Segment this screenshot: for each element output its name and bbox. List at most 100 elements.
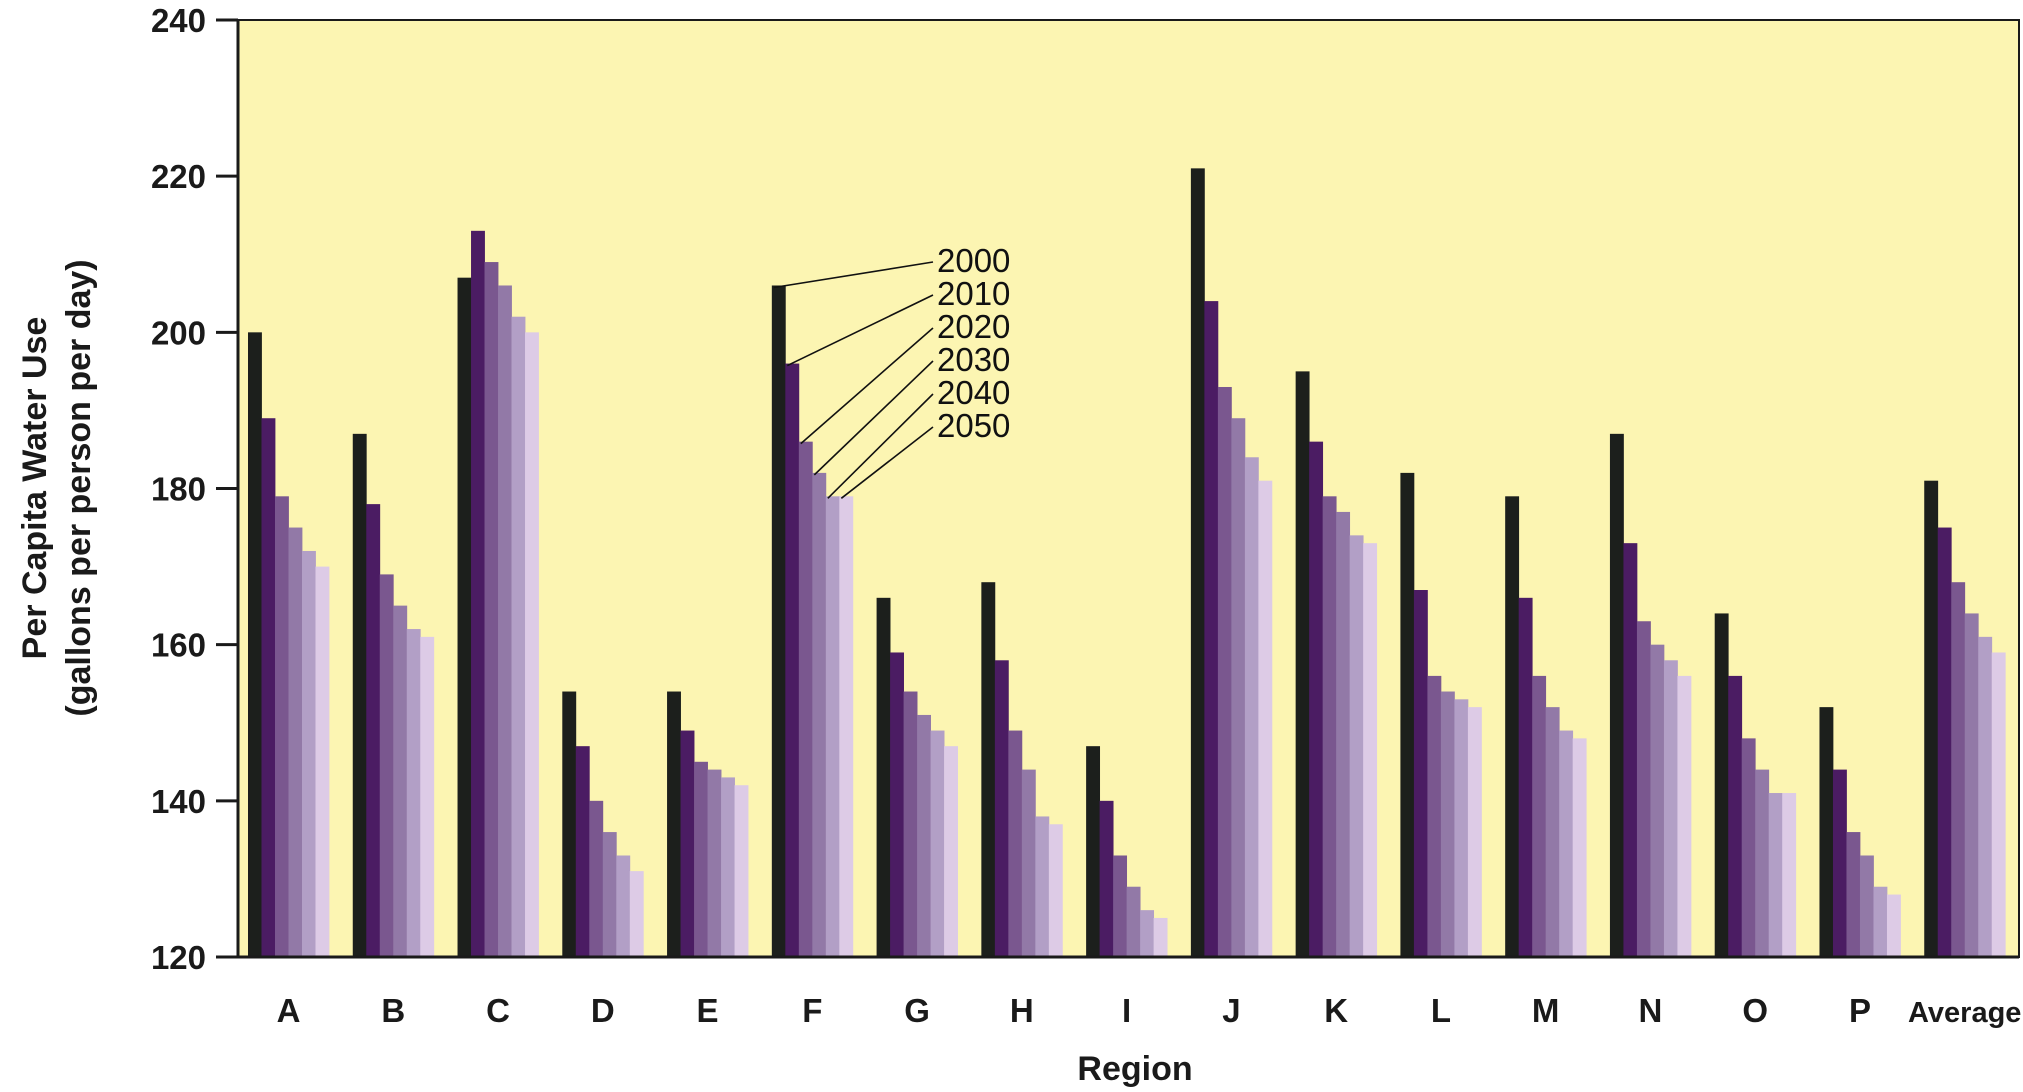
series-leader-line <box>786 294 934 367</box>
bar-l-2040 <box>1454 699 1469 957</box>
bar-a-2040 <box>302 550 316 957</box>
x-axis-title: Region <box>1077 1050 1192 1088</box>
y-axis-ticks: 120 140 160 180 200 220 240 <box>151 2 238 976</box>
bar-e-2000 <box>667 691 681 957</box>
bar-average-2050 <box>1991 652 2006 957</box>
bar-l-2000 <box>1400 472 1415 957</box>
bar-average-2020 <box>1951 582 1966 957</box>
bar-f-2050 <box>839 496 854 957</box>
bar-j-2000 <box>1190 168 1205 957</box>
x-category-label: M <box>1532 992 1560 1029</box>
bar-h-2010 <box>994 660 1009 957</box>
bar-j-2040 <box>1244 457 1259 957</box>
series-label-2040: 2040 <box>937 374 1010 411</box>
bar-h-2020 <box>1008 730 1023 957</box>
y-tick-label: 180 <box>151 471 206 508</box>
bar-a-2030 <box>288 527 303 957</box>
bar-h-2040 <box>1035 816 1050 957</box>
bar-i-2000 <box>1086 746 1101 957</box>
bar-d-2040 <box>616 855 631 957</box>
bar-i-2040 <box>1140 910 1155 957</box>
bar-j-2030 <box>1231 418 1246 958</box>
y-tick-label: 220 <box>151 158 206 195</box>
bar-h-2050 <box>1048 824 1063 957</box>
x-category-label: E <box>697 992 719 1029</box>
bar-p-2050 <box>1886 894 1901 957</box>
x-category-label: P <box>1849 992 1871 1029</box>
bar-n-2020 <box>1636 621 1651 957</box>
bar-m-2020 <box>1532 675 1547 957</box>
bar-average-2010 <box>1937 527 1952 957</box>
bar-average-2000 <box>1924 480 1939 957</box>
bar-d-2050 <box>629 871 644 957</box>
bar-d-2000 <box>562 691 577 957</box>
bar-d-2020 <box>589 800 604 957</box>
x-category-label: G <box>904 992 930 1029</box>
bar-g-2020 <box>903 691 918 957</box>
bar-f-2020 <box>798 441 813 957</box>
x-category-label: L <box>1431 992 1451 1029</box>
bar-g-2040 <box>930 730 945 957</box>
y-tick-label: 120 <box>151 939 206 976</box>
y-axis-title-line2: (gallons per person per day) <box>60 259 98 716</box>
series-label-2010: 2010 <box>937 275 1010 312</box>
x-category-label: C <box>486 992 510 1029</box>
x-category-label: J <box>1222 992 1240 1029</box>
bar-f-2010 <box>785 363 800 958</box>
bar-f-2030 <box>812 472 827 957</box>
y-tick-label: 160 <box>151 627 206 664</box>
bar-k-2030 <box>1336 511 1351 957</box>
bar-o-2040 <box>1768 793 1783 957</box>
series-label-2030: 2030 <box>937 341 1010 378</box>
x-category-label: I <box>1122 992 1131 1029</box>
bar-b-2050 <box>420 636 435 957</box>
bar-l-2030 <box>1440 691 1455 957</box>
series-leader-line <box>813 360 934 476</box>
bar-p-2010 <box>1832 769 1847 957</box>
bar-o-2030 <box>1755 769 1770 957</box>
bar-n-2010 <box>1623 543 1638 957</box>
bar-o-2050 <box>1782 793 1797 957</box>
series-leader-line <box>827 393 934 499</box>
bar-g-2000 <box>876 597 891 957</box>
bar-p-2000 <box>1819 707 1834 957</box>
bar-g-2010 <box>890 652 904 957</box>
bar-b-2000 <box>352 433 367 957</box>
bar-l-2010 <box>1413 590 1428 957</box>
bar-m-2030 <box>1545 707 1560 957</box>
x-category-label: D <box>591 992 615 1029</box>
bar-i-2030 <box>1126 886 1141 957</box>
bar-i-2020 <box>1113 855 1128 957</box>
x-axis-labels: A B C D E F G H I J K L M N O P Average <box>277 992 2022 1029</box>
bars-group <box>248 168 2006 958</box>
bar-l-2050 <box>1467 707 1482 957</box>
bar-a-2000 <box>248 332 262 957</box>
bar-i-2010 <box>1099 800 1114 957</box>
bar-average-2040 <box>1978 636 1993 957</box>
bar-c-2050 <box>525 332 539 957</box>
bar-c-2020 <box>484 262 499 957</box>
bar-m-2050 <box>1572 738 1587 957</box>
bar-n-2030 <box>1650 644 1665 957</box>
series-leader-line <box>773 261 934 289</box>
series-leader-line <box>840 426 934 499</box>
bar-i-2050 <box>1153 917 1168 957</box>
bar-b-2030 <box>393 605 408 957</box>
bar-k-2000 <box>1295 371 1310 957</box>
bar-a-2050 <box>315 566 330 957</box>
x-category-label: Average <box>1908 997 2021 1029</box>
bar-k-2020 <box>1322 496 1337 957</box>
bar-g-2050 <box>944 746 958 957</box>
bar-m-2040 <box>1559 730 1574 957</box>
bar-f-2000 <box>771 285 786 957</box>
bar-c-2010 <box>471 230 485 957</box>
bar-k-2040 <box>1349 535 1364 957</box>
x-category-label: B <box>381 992 405 1029</box>
bar-k-2010 <box>1309 441 1324 957</box>
bar-p-2040 <box>1873 886 1888 957</box>
bar-f-2040 <box>825 496 840 957</box>
bar-b-2040 <box>406 629 421 957</box>
bar-o-2000 <box>1714 613 1729 957</box>
y-tick-label: 240 <box>151 2 206 39</box>
x-category-label: H <box>1010 992 1034 1029</box>
